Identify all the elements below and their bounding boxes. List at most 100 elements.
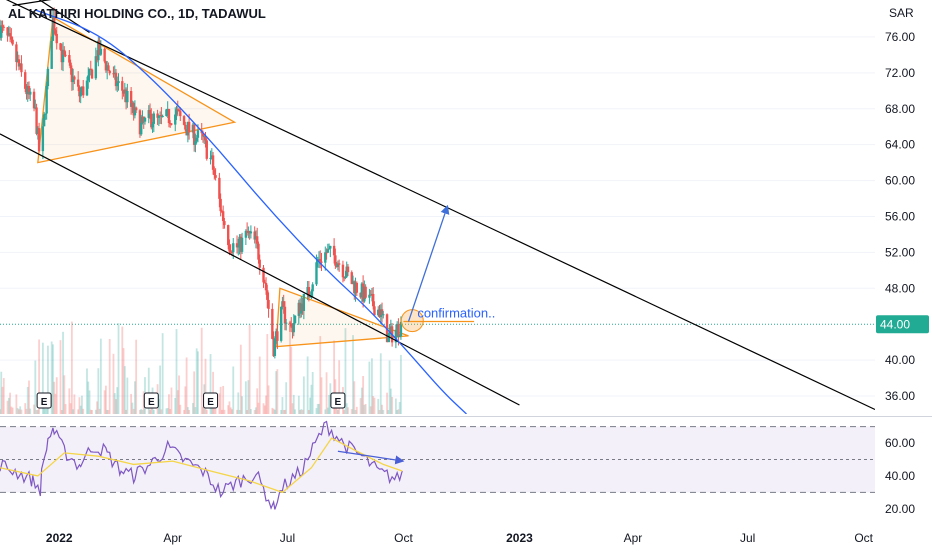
candle-body <box>363 286 366 302</box>
volume-bar <box>320 377 323 414</box>
volume-bar <box>368 361 371 414</box>
volume-bar <box>44 408 47 414</box>
volume-bar <box>121 326 124 414</box>
volume-bar <box>36 409 39 414</box>
volume-bar <box>221 409 223 414</box>
volume-bar <box>161 333 164 414</box>
candle-body <box>398 336 401 338</box>
earnings-marker: E <box>143 392 159 409</box>
rsi-pane <box>0 420 875 510</box>
volume-bar <box>371 358 373 414</box>
time-tick-label: Jul <box>280 531 295 545</box>
volume-bar <box>33 404 35 414</box>
candle-body <box>244 230 248 238</box>
candle-body <box>229 251 232 253</box>
volume-bar <box>387 409 390 414</box>
volume-bar <box>20 409 23 414</box>
volume-bar <box>87 381 90 414</box>
volume-bar <box>18 409 20 414</box>
volume-bar <box>103 390 106 414</box>
volume-bar <box>272 408 275 414</box>
volume-bar <box>398 402 401 414</box>
volume-bar <box>338 360 341 414</box>
volume-bar <box>311 371 314 414</box>
time-tick-label: Oct <box>394 531 413 545</box>
candle-body <box>293 315 297 324</box>
volume-bar <box>363 404 366 414</box>
volume-bar <box>29 408 32 414</box>
candle-body <box>16 59 19 63</box>
candle-body <box>8 33 12 37</box>
currency-label: SAR <box>889 6 914 20</box>
candle-body <box>108 70 111 74</box>
price-tick-label: 40.00 <box>885 353 915 367</box>
earnings-marker: E <box>36 392 52 409</box>
volume-bar <box>359 398 362 414</box>
candle-body <box>89 68 92 70</box>
volume-bar <box>108 338 111 414</box>
volume-bar <box>271 407 274 414</box>
volume-bar <box>91 409 93 414</box>
volume-bar <box>231 409 233 414</box>
candle-body <box>24 72 27 89</box>
price-tick-label: 56.00 <box>885 209 915 223</box>
candle-body <box>369 294 372 296</box>
candle-body <box>379 309 382 317</box>
volume-bar <box>142 391 145 414</box>
candle-body <box>332 245 336 256</box>
volume-bar <box>382 409 385 414</box>
volume-bar <box>0 371 3 414</box>
candle-body <box>382 314 385 316</box>
volume-bar <box>377 398 380 414</box>
candle-body <box>297 302 301 316</box>
candle-body <box>133 107 137 116</box>
candle-body <box>272 338 275 356</box>
price-tick-label: 52.00 <box>885 245 915 259</box>
volume-bar <box>292 394 295 414</box>
candle-body <box>310 291 313 296</box>
volume-bar <box>326 407 329 414</box>
candle-body <box>143 117 147 122</box>
volume-bar <box>122 348 125 414</box>
candle-body <box>73 76 76 80</box>
candle-body <box>134 107 138 111</box>
candle-body <box>240 237 244 252</box>
candle-body <box>248 231 251 234</box>
candle-body <box>210 155 214 158</box>
volume-bar <box>343 409 346 414</box>
candle-body <box>160 115 163 117</box>
candle-body <box>263 282 266 284</box>
candle-body <box>355 282 359 293</box>
volume-bar <box>15 394 18 414</box>
volume-bar <box>333 340 336 414</box>
volume-bar <box>140 409 143 414</box>
volume-bar <box>241 396 243 414</box>
volume-bar <box>97 368 100 414</box>
candle-body <box>150 113 153 128</box>
volume-bar <box>219 386 222 414</box>
candle-body <box>221 211 225 222</box>
volume-bar <box>98 408 101 414</box>
candle-body <box>70 68 74 83</box>
volume-bar <box>209 354 212 414</box>
candle-body <box>63 49 66 55</box>
candle-body <box>388 332 391 335</box>
candle-body <box>387 334 390 343</box>
candle-body <box>399 321 403 337</box>
candle-body <box>320 261 323 263</box>
candle-body <box>99 48 103 55</box>
earnings-box <box>36 392 52 409</box>
candle-body <box>239 236 243 252</box>
volume-bar <box>134 381 136 414</box>
trendline-top-left <box>38 0 90 33</box>
volume-bar <box>300 409 303 414</box>
volume-bar <box>250 409 252 414</box>
trendline-channel-upper <box>5 0 875 411</box>
candle-body <box>169 123 172 125</box>
candle-body <box>7 33 11 36</box>
volume-bar <box>131 402 134 414</box>
candle-body <box>116 83 119 87</box>
candle-body <box>325 252 328 254</box>
candle-body <box>307 287 311 298</box>
